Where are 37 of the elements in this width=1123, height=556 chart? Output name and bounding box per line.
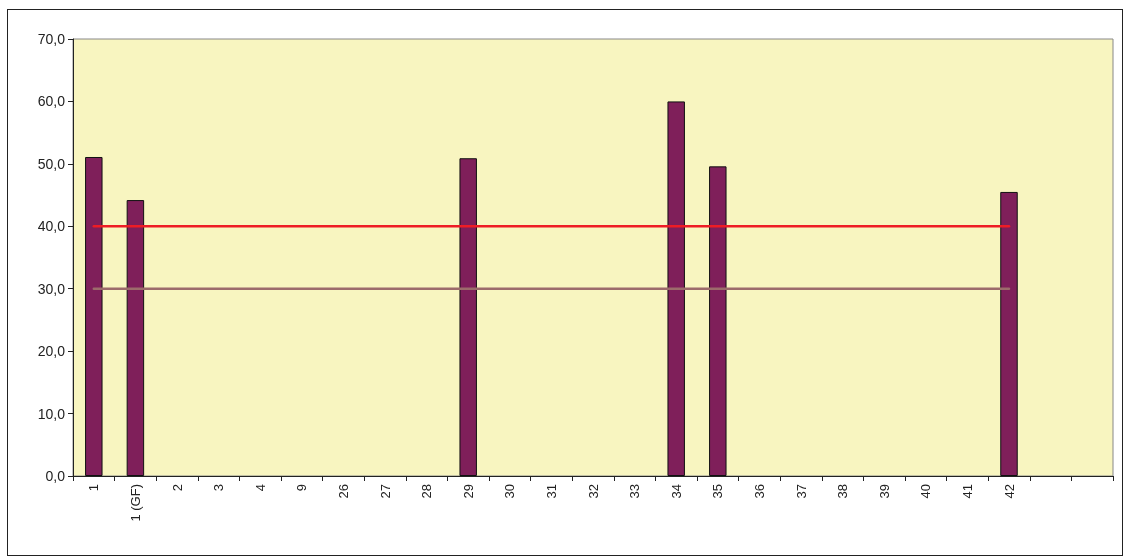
bar <box>459 158 477 476</box>
x-tick-label: 4 <box>252 484 268 492</box>
x-tick-label: 36 <box>751 484 767 499</box>
bar <box>667 101 685 476</box>
y-tick-label: 10,0 <box>37 405 66 422</box>
x-tick-label: 1 (GF) <box>127 484 143 522</box>
x-tick-label: 26 <box>335 484 351 499</box>
x-tick-label: 30 <box>502 484 518 499</box>
x-tick-label: 29 <box>460 484 476 499</box>
x-tick-label: 27 <box>377 484 393 499</box>
x-tick-label: 3 <box>211 484 227 492</box>
x-tick-label: 28 <box>419 484 435 499</box>
y-tick-label: 20,0 <box>37 343 66 360</box>
x-tick-label: 42 <box>1001 484 1017 499</box>
bar <box>709 166 727 476</box>
x-tick-label: 39 <box>876 484 892 499</box>
x-tick-label: 40 <box>918 484 934 499</box>
x-tick-label: 1 <box>86 484 102 492</box>
y-tick-label: 60,0 <box>37 93 66 110</box>
x-tick-label: 34 <box>668 484 684 499</box>
x-tick-label: 2 <box>169 484 185 492</box>
y-tick-label: 30,0 <box>37 280 66 297</box>
x-tick-label: 35 <box>710 484 726 499</box>
x-tick-label: 37 <box>793 484 809 499</box>
y-tick-label: 70,0 <box>37 31 66 47</box>
bar <box>85 156 103 476</box>
y-tick-label: 50,0 <box>37 155 66 172</box>
x-tick-label: 38 <box>835 484 851 499</box>
x-tick-label: 41 <box>959 484 975 499</box>
x-tick-label: 31 <box>543 484 559 499</box>
x-tick-label: 32 <box>585 484 601 499</box>
x-tick-label: 9 <box>294 484 310 492</box>
y-tick-label: 0,0 <box>45 468 66 484</box>
bar <box>126 200 145 476</box>
x-tick-label: 33 <box>627 484 643 499</box>
bar <box>1000 191 1018 476</box>
y-tick-label: 40,0 <box>37 218 66 235</box>
